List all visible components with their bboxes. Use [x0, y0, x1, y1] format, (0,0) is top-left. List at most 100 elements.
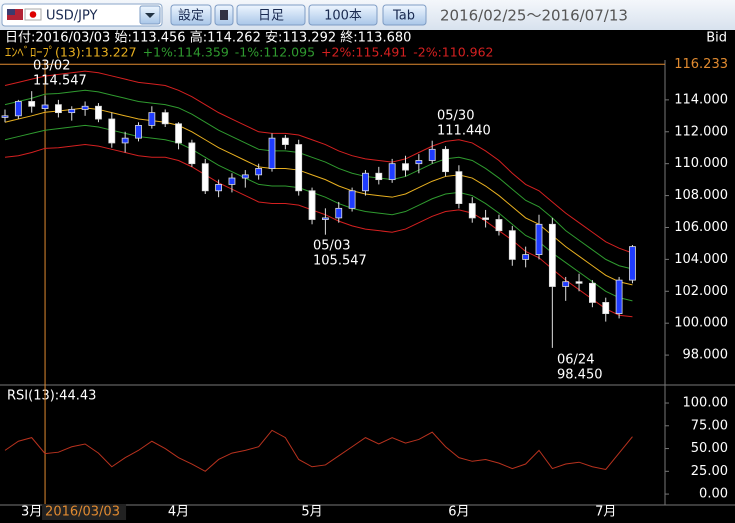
envelope-line [4, 144, 633, 318]
button-label: 日足 [258, 9, 284, 24]
rsi-line [4, 429, 633, 472]
period-button[interactable] [236, 4, 306, 26]
candle-body [1, 115, 9, 118]
y-tick-label: 102.000 [674, 284, 728, 299]
candle-body [95, 105, 102, 120]
candle-body [442, 148, 449, 173]
y-tick-label: 0.00 [699, 487, 728, 502]
annotation-date: 05/03 [313, 239, 350, 254]
dropdown-arrow [145, 13, 155, 18]
flag-jp-sun [29, 11, 37, 18]
candle-body [295, 144, 303, 192]
candle-body [135, 124, 142, 139]
candle-body [348, 190, 356, 209]
candle-body [562, 281, 570, 287]
y-tick-label: 104.000 [674, 252, 728, 267]
annotation-price: 105.547 [313, 254, 367, 269]
x-tick-label: 6月 [448, 505, 469, 520]
legend-entry: -1%:112.095 [235, 45, 315, 60]
candle-body [335, 207, 343, 219]
settings-button[interactable] [170, 4, 212, 26]
pair-select[interactable] [1, 3, 163, 27]
y-tick-label: 106.000 [674, 220, 728, 235]
candle-body [615, 279, 623, 315]
candle-body [14, 101, 22, 117]
candle-body [629, 246, 636, 281]
flag-us-canton [7, 9, 15, 15]
x-tick-label: 5月 [301, 505, 322, 520]
candle-body [362, 172, 369, 192]
candle-body [68, 109, 76, 114]
chart-area [0, 30, 735, 523]
annotation-date: 03/02 [33, 59, 70, 74]
y-tick-label: 75.00 [691, 418, 728, 433]
candle-body [415, 160, 423, 165]
candle-body [495, 219, 503, 232]
y-tick-label: 112.000 [674, 124, 728, 139]
candle-body [575, 281, 583, 284]
annotation-price: 111.440 [437, 124, 491, 139]
candle-body [121, 137, 129, 144]
date-range: 2016/02/25～2016/07/13 [440, 7, 628, 25]
legend-entry: +2%:115.491 [321, 45, 407, 60]
y-tick-label: 50.00 [691, 441, 728, 456]
ohlc-header: 日付:2016/03/03 始:113.456 高:114.262 安:113.… [5, 30, 411, 46]
candle-body [388, 163, 396, 181]
annotation-date: 05/30 [437, 109, 474, 124]
candle-body [281, 137, 289, 145]
marker-label: 116.233 [674, 57, 728, 72]
legend-entry: +1%:114.359 [143, 45, 229, 60]
crosshair-label-bg [42, 504, 127, 520]
envelope-line [4, 107, 633, 286]
candle-body [241, 174, 249, 179]
envelope-line [4, 70, 633, 254]
y-tick-label: 114.000 [674, 92, 728, 107]
y-tick-label: 100.00 [683, 396, 729, 411]
tab-button[interactable] [382, 4, 427, 26]
candle-body [41, 104, 49, 109]
candle-body [522, 254, 530, 260]
y-tick-label: 25.00 [691, 464, 728, 479]
candle-body [428, 148, 436, 161]
candle-body [321, 217, 329, 220]
candle-body [215, 184, 223, 192]
candle-body [468, 203, 476, 219]
candle-body [81, 105, 89, 110]
candle-body [201, 163, 209, 192]
candle-body [548, 223, 556, 287]
count-button[interactable] [308, 4, 378, 26]
marker-label-bg [666, 56, 734, 73]
side-label: Bid [706, 31, 727, 46]
candle-body [108, 118, 116, 144]
candle-body [28, 101, 36, 107]
x-tick-label: 7月 [595, 505, 616, 520]
candle-body [188, 142, 196, 165]
candle-body [268, 137, 276, 169]
y-tick-label: 98.000 [683, 348, 729, 363]
icon [220, 10, 228, 20]
y-tick-label: 108.000 [674, 188, 728, 203]
legend-entry: ｴﾝﾍﾞﾛｰﾌﾟ(13):113.227 [5, 45, 137, 60]
x-tick-label: 4月 [168, 505, 189, 520]
candle-body [148, 112, 156, 126]
candle-body [161, 112, 169, 125]
candle-body [228, 177, 236, 185]
candle-body [535, 223, 543, 255]
candle-body [455, 171, 463, 204]
candle-body [308, 190, 316, 220]
y-tick-label: 110.000 [674, 156, 728, 171]
candle-body [589, 282, 596, 303]
crosshair-label: 2016/03/03 [45, 505, 120, 520]
pair: USD/JPY [46, 9, 98, 24]
button-label: 100本 [324, 9, 362, 24]
candle-body [602, 302, 610, 315]
candle-body [402, 163, 409, 171]
legend-entry: -2%:110.962 [413, 45, 493, 60]
candle-body [255, 168, 263, 176]
envelope-line [4, 89, 633, 270]
annotation-price: 98.450 [557, 368, 603, 383]
candle-body [375, 172, 383, 181]
candle-body [482, 217, 490, 220]
